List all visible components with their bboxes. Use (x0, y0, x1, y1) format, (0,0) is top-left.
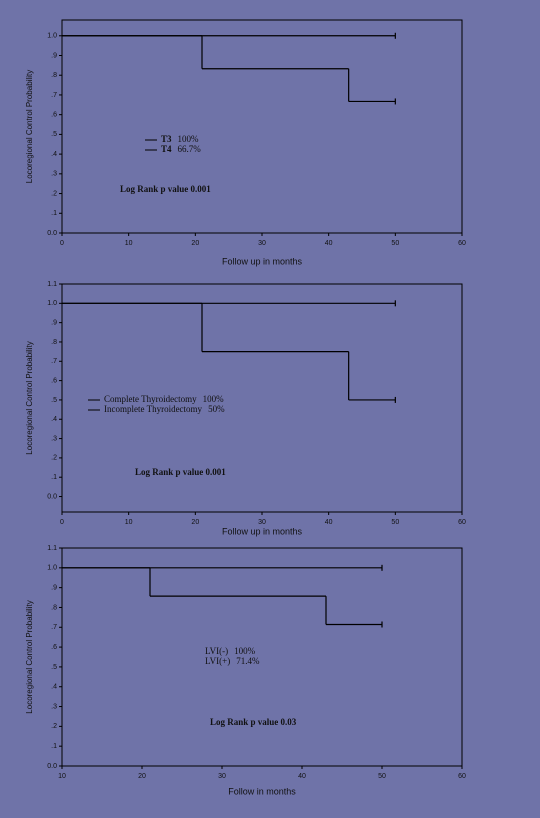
y-tick-label: .5 (51, 397, 57, 404)
legend-entry: T4 66.7% (161, 144, 201, 154)
x-tick-label: 10 (125, 519, 133, 526)
y-tick-label: .6 (51, 112, 57, 119)
y-tick-label: .4 (51, 684, 57, 691)
y-tick-label: .5 (51, 664, 57, 671)
y-tick-label: 0.0 (47, 493, 57, 500)
y-tick-label: .7 (51, 92, 57, 99)
y-axis-label: Locoregional Control Probability (25, 341, 34, 454)
legend-entry: Incomplete Thyroidectomy 50% (104, 404, 225, 414)
x-tick-label: 10 (125, 240, 133, 247)
x-tick-label: 30 (218, 773, 226, 780)
x-tick-label: 30 (258, 240, 266, 247)
annotation: Log Rank p value 0.001 (135, 467, 226, 477)
x-tick-label: 40 (325, 240, 333, 247)
legend-value: 71.4% (236, 656, 260, 666)
y-tick-label: .2 (51, 723, 57, 730)
legend-entry: Complete Thyroidectomy 100% (104, 394, 224, 404)
y-tick-label: .9 (51, 319, 57, 326)
y-tick-label: .3 (51, 171, 57, 178)
x-axis-label: Follow up in months (222, 256, 303, 266)
y-tick-label: 1.1 (47, 281, 57, 288)
x-tick-label: 20 (138, 773, 146, 780)
x-tick-label: 40 (325, 519, 333, 526)
y-tick-label: .6 (51, 377, 57, 384)
x-tick-label: 60 (458, 519, 466, 526)
y-tick-label: .8 (51, 72, 57, 79)
y-tick-label: .9 (51, 52, 57, 59)
y-tick-label: .2 (51, 190, 57, 197)
annotation: Log Rank p value 0.03 (210, 717, 297, 727)
y-tick-label: .5 (51, 131, 57, 138)
legend-value: 100% (178, 134, 200, 144)
y-tick-label: 1.0 (47, 300, 57, 307)
y-tick-label: 1.0 (47, 33, 57, 40)
legend-value: 100% (203, 394, 225, 404)
y-tick-label: 1.0 (47, 565, 57, 572)
legend-name: LVI(+) (205, 656, 230, 666)
x-tick-label: 10 (58, 773, 66, 780)
legend-value: 100% (234, 646, 256, 656)
y-axis-label: Locoregional Control Probability (25, 70, 34, 183)
y-tick-label: .1 (51, 474, 57, 481)
y-tick-label: 0.0 (47, 230, 57, 237)
y-tick-label: .4 (51, 151, 57, 158)
x-axis-label: Follow up in months (222, 526, 303, 536)
x-tick-label: 0 (60, 519, 64, 526)
y-tick-label: .3 (51, 703, 57, 710)
y-tick-label: .9 (51, 584, 57, 591)
x-tick-label: 30 (258, 519, 266, 526)
legend-value: 50% (208, 404, 225, 414)
y-tick-label: .4 (51, 416, 57, 423)
x-tick-label: 50 (391, 519, 399, 526)
x-tick-label: 60 (458, 773, 466, 780)
y-axis-label: Locoregional Control Probability (25, 600, 34, 713)
y-tick-label: .7 (51, 358, 57, 365)
y-tick-label: .8 (51, 339, 57, 346)
y-tick-label: .1 (51, 743, 57, 750)
legend-name: Complete Thyroidectomy (104, 394, 197, 404)
y-tick-label: .1 (51, 210, 57, 217)
x-tick-label: 50 (391, 240, 399, 247)
plot-frame (61, 547, 463, 767)
x-tick-label: 40 (298, 773, 306, 780)
legend-name: Incomplete Thyroidectomy (104, 404, 203, 414)
y-tick-label: .8 (51, 604, 57, 611)
legend-entry: LVI(-) 100% (205, 646, 256, 656)
legend-name: T3 (161, 134, 172, 144)
x-axis-label: Follow in months (228, 786, 296, 796)
y-tick-label: .3 (51, 435, 57, 442)
y-tick-label: 0.0 (47, 763, 57, 770)
x-tick-label: 60 (458, 240, 466, 247)
legend-value: 66.7% (178, 144, 202, 154)
legend-entry: T3 100% (161, 134, 199, 144)
x-tick-label: 50 (378, 773, 386, 780)
annotation: Log Rank p value 0.001 (120, 184, 211, 194)
x-tick-label: 20 (191, 240, 199, 247)
legend-entry: LVI(+) 71.4% (205, 656, 260, 666)
y-tick-label: 1.1 (47, 545, 57, 552)
legend-name: T4 (161, 144, 172, 154)
y-tick-label: .7 (51, 624, 57, 631)
x-tick-label: 0 (60, 240, 64, 247)
legend-name: LVI(-) (205, 646, 228, 656)
y-tick-label: .6 (51, 644, 57, 651)
x-tick-label: 20 (191, 519, 199, 526)
y-tick-label: .2 (51, 455, 57, 462)
